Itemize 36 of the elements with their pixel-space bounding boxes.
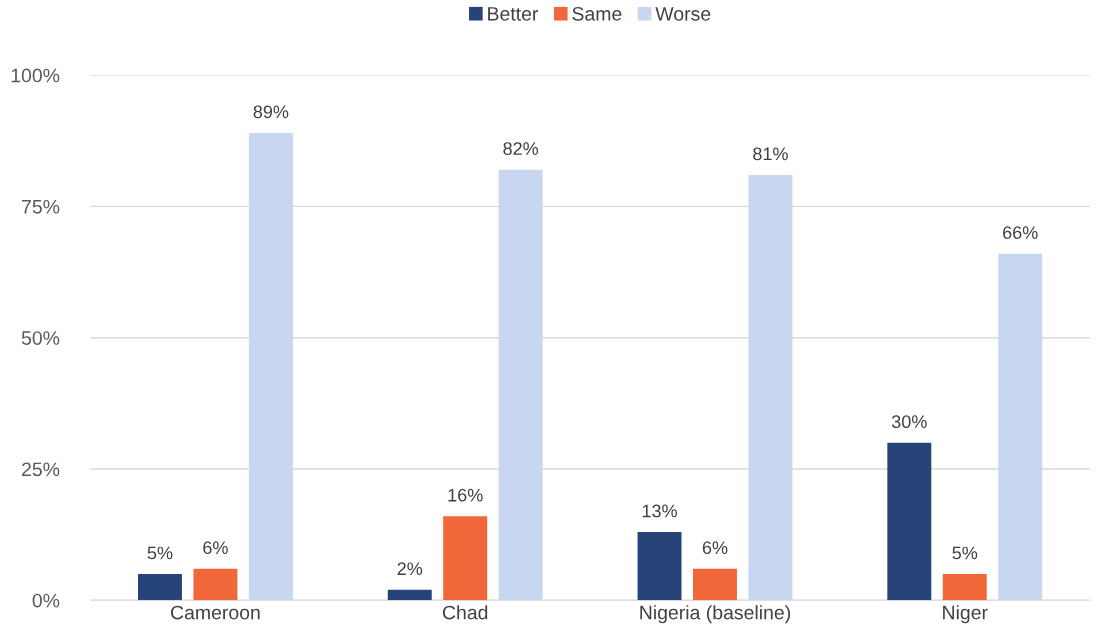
x-tick-label: Nigeria (baseline)	[640, 605, 790, 624]
bar	[387, 589, 432, 601]
y-tick-label: 75%	[22, 199, 60, 214]
bar	[998, 253, 1043, 601]
data-label: 30%	[891, 415, 927, 429]
data-label: 5%	[952, 546, 978, 560]
data-label: 66%	[1003, 226, 1038, 239]
legend-label: Better	[488, 7, 539, 21]
data-label: 5%	[147, 546, 173, 560]
bar	[248, 132, 293, 601]
x-tick-label: Chad	[442, 605, 488, 620]
y-tick-label: 50%	[21, 331, 60, 345]
data-label: 89%	[253, 105, 289, 119]
data-label: 13%	[642, 504, 677, 518]
bar	[443, 516, 488, 601]
y-tick-label: 100%	[11, 68, 60, 83]
bar	[137, 574, 182, 601]
data-label: 82%	[503, 142, 539, 155]
bar	[498, 169, 543, 601]
legend-label: Worse	[655, 7, 711, 21]
bar	[693, 568, 737, 601]
x-tick-label: Niger	[943, 605, 988, 624]
data-label: 81%	[753, 147, 788, 161]
legend-label: Same	[572, 6, 622, 21]
x-tick-label: Cameroon	[171, 605, 260, 620]
bar	[193, 568, 238, 601]
bar	[887, 442, 932, 601]
y-tick-label: 25%	[22, 462, 60, 477]
y-tick-label: 0%	[32, 593, 60, 608]
data-label: 16%	[448, 488, 483, 502]
data-label: 6%	[702, 541, 728, 555]
bar	[942, 574, 987, 601]
bar	[748, 174, 793, 601]
data-label: 6%	[203, 541, 228, 555]
bar	[637, 532, 682, 601]
data-label: 2%	[397, 562, 423, 576]
